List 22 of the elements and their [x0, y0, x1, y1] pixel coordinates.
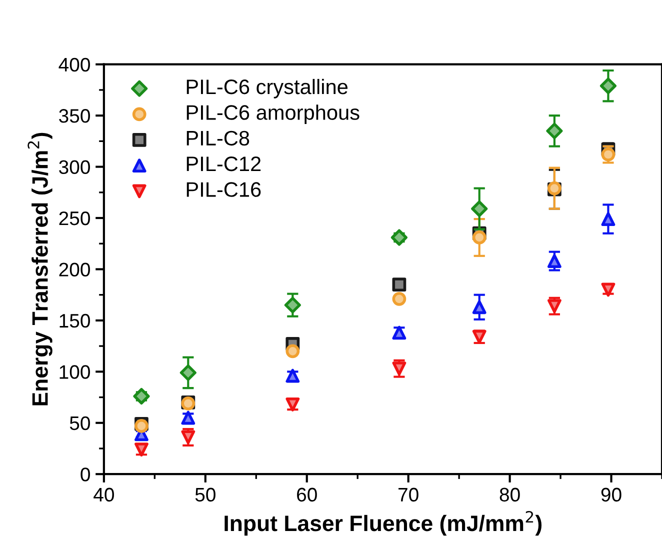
- legend-label: PIL-C6 amorphous: [186, 104, 360, 124]
- legend-label: PIL-C12: [186, 156, 261, 172]
- x-tick-label: 50: [195, 488, 216, 502]
- legend-label: PIL-C16: [186, 182, 261, 197]
- y-tick-label: 300: [59, 160, 90, 174]
- y-tick-label: 150: [60, 314, 90, 328]
- x-tick-label: 80: [500, 488, 520, 502]
- x-tick-label: 60: [297, 488, 317, 502]
- y-tick-label: 200: [59, 262, 90, 276]
- y-tick-label: 250: [59, 211, 90, 226]
- x-tick-label: 40: [94, 488, 114, 502]
- y-tick-label: 400: [58, 58, 90, 72]
- x-tick-label: 70: [398, 488, 418, 502]
- y-axis-title: Energy Transferred (J/m$^{2}$): [28, 132, 52, 406]
- y-tick-label: 50: [70, 416, 90, 430]
- y-tick-label: 100: [60, 365, 90, 379]
- legend-label: PIL-C8: [186, 130, 250, 146]
- legend-label: PIL-C6 crystalline: [186, 78, 348, 98]
- x-tick-label: 90: [601, 488, 622, 502]
- y-tick-label: 350: [59, 109, 90, 123]
- x-axis-title: Input Laser Fluence (mJ/mm$^{2}$): [224, 510, 542, 536]
- y-tick-label: 0: [80, 468, 90, 482]
